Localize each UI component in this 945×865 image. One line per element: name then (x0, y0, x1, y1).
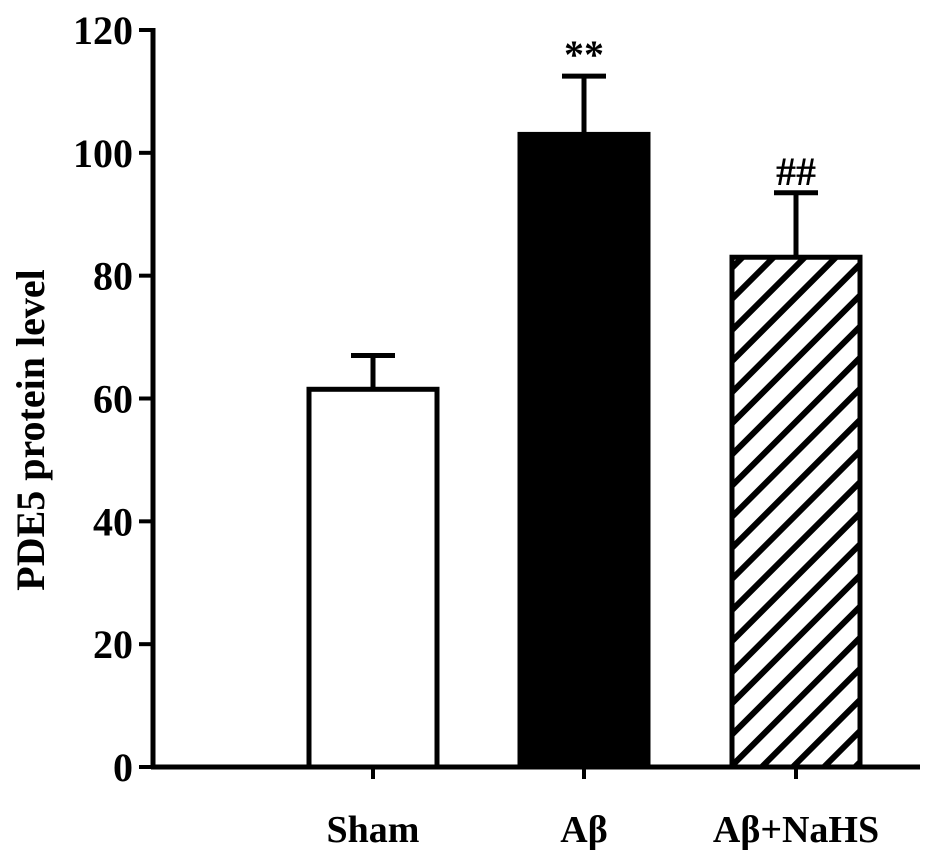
y-axis-title: PDE5 protein level (8, 269, 53, 590)
y-tick-label-6: 100 (73, 131, 133, 176)
x-tick-label-3: Aβ+NaHS (713, 809, 879, 851)
y-tick-label-2: 20 (93, 622, 133, 667)
bar-3 (729, 254, 863, 770)
significance-label-3: ## (776, 149, 816, 194)
bar-2 (517, 131, 651, 770)
x-tick-label-2: Aβ (560, 809, 607, 851)
y-tick-label-7: 120 (73, 8, 133, 53)
y-tick-label-5: 80 (93, 254, 133, 299)
y-tick-label-3: 40 (93, 499, 133, 544)
bar-1 (306, 386, 440, 770)
x-tick-label-1: Sham (327, 809, 420, 851)
y-tick-label-1: 0 (113, 745, 133, 790)
significance-label-2: ** (564, 32, 604, 77)
y-tick-label-4: 60 (93, 377, 133, 422)
